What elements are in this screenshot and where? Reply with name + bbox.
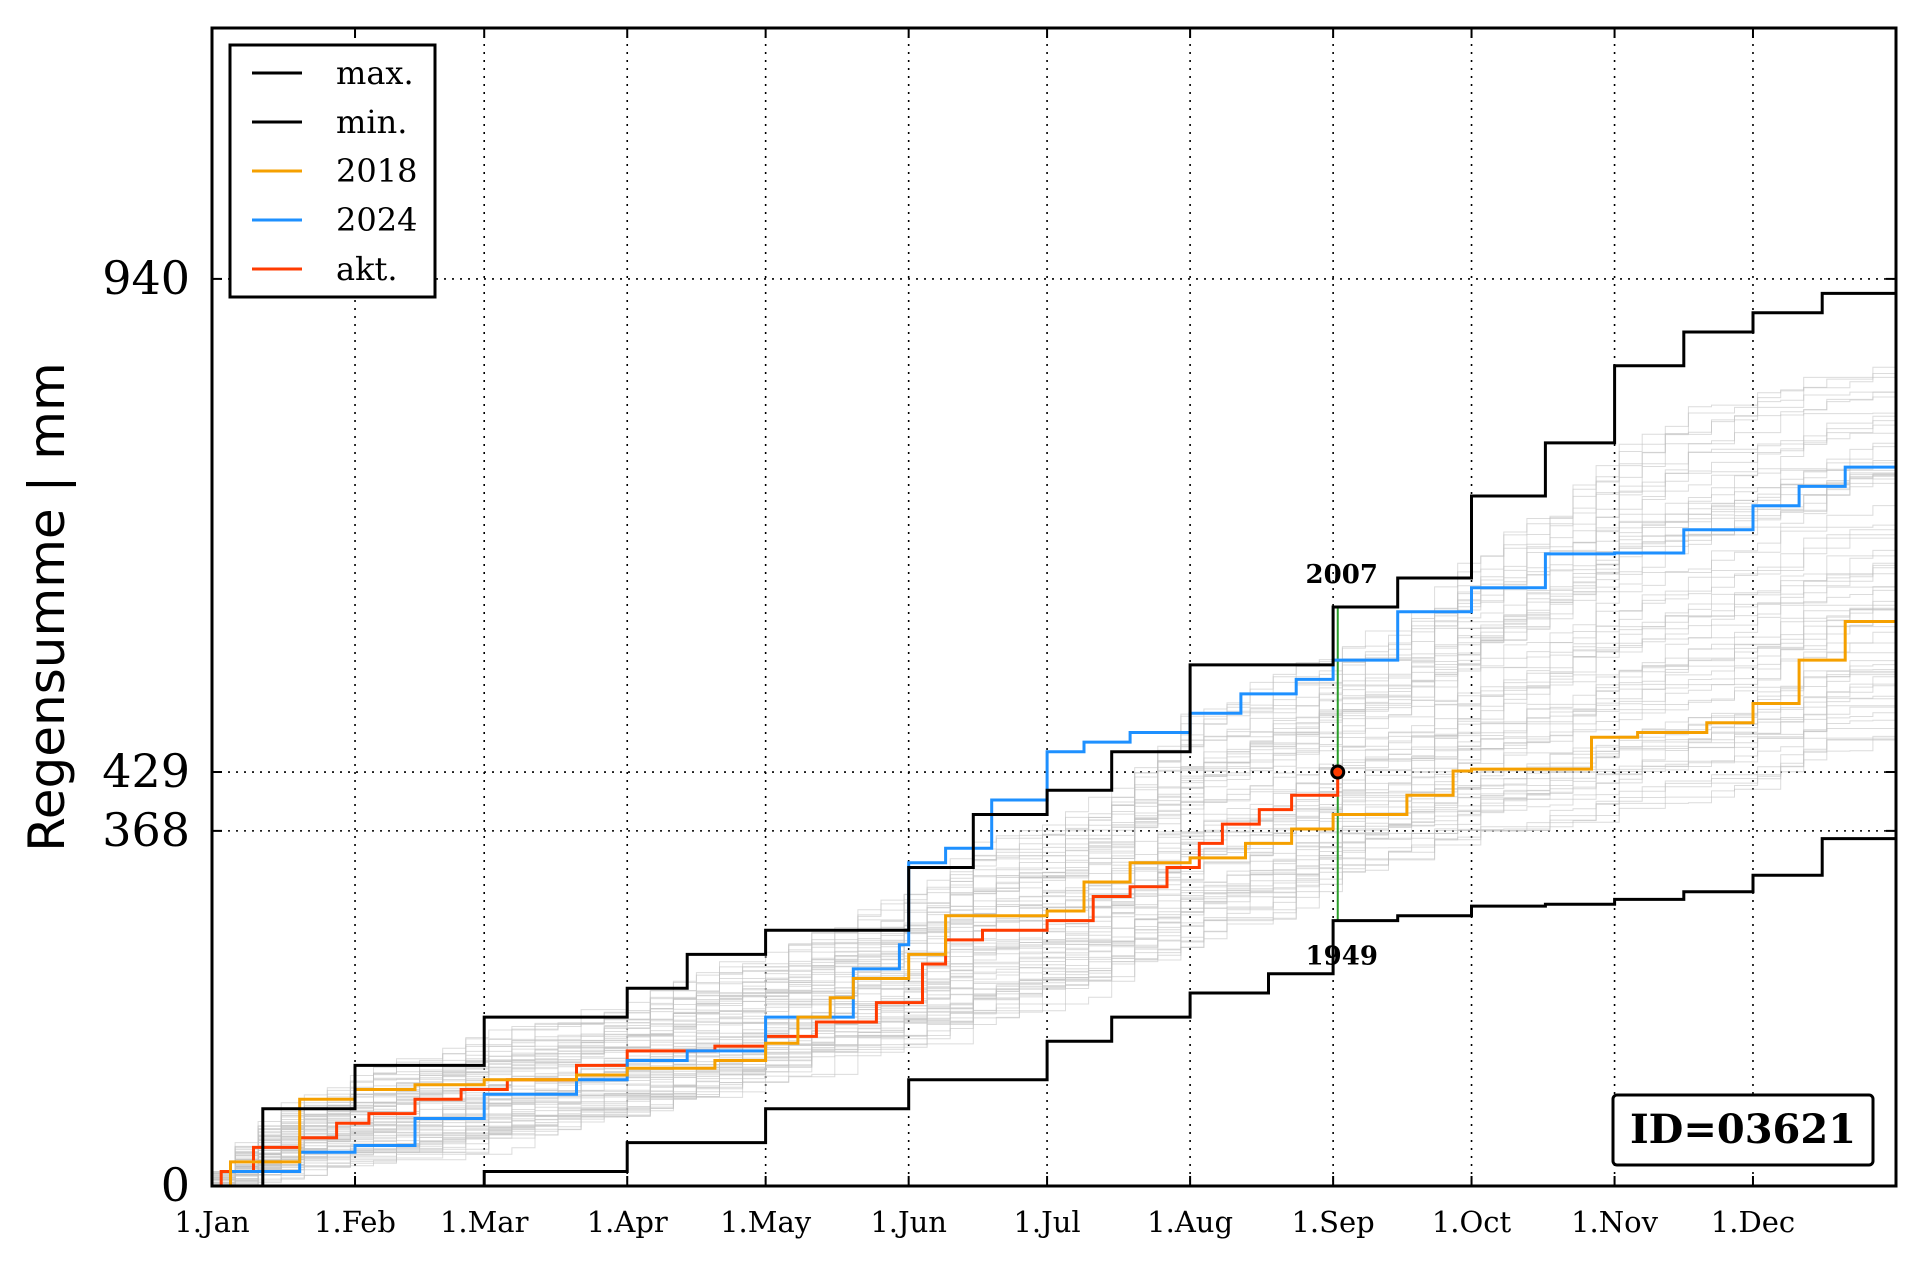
x-tick-label: 1.Mar	[440, 1205, 529, 1239]
x-tick-label: 1.May	[720, 1205, 812, 1239]
series-lines	[212, 278, 1898, 1188]
background-year-line	[212, 415, 1896, 1187]
background-years	[212, 361, 1897, 1187]
legend-label: min.	[336, 103, 407, 141]
y-axis-label: Regensumme | mm	[18, 362, 76, 851]
x-tick-label: 1.Feb	[314, 1205, 396, 1239]
x-tick-label: 1.Jan	[174, 1205, 249, 1239]
y-tick-label: 429	[102, 744, 190, 798]
id-label: ID=03621	[1630, 1106, 1856, 1153]
x-tick-label: 1.Aug	[1147, 1205, 1233, 1239]
series-line-max	[212, 278, 1898, 1188]
grid-lines	[212, 28, 1896, 1186]
x-axis: 1.Jan 1.Feb 1.Mar 1.Apr 1.May 1.Jun 1.Jul 1.Aug…	[174, 28, 1795, 1239]
background-year-line	[212, 457, 1897, 1187]
legend: max. min. 2018 2024 akt.	[228, 43, 437, 299]
background-year-line	[212, 465, 1897, 1187]
background-year-line	[212, 728, 1896, 1187]
background-year-line	[212, 384, 1897, 1183]
background-year-line	[212, 600, 1896, 1178]
background-year-line	[212, 373, 1896, 1181]
x-tick-label: 1.Dec	[1711, 1205, 1795, 1239]
x-tick-label: 1.Oct	[1432, 1205, 1512, 1239]
background-year-line	[212, 361, 1897, 1187]
current-point-marker	[1330, 764, 1346, 780]
background-year-line	[212, 482, 1896, 1176]
background-year-line	[212, 573, 1897, 1186]
y-tick-label: 0	[161, 1158, 190, 1212]
annotation-label: 2007	[1306, 560, 1378, 590]
background-year-line	[212, 609, 1897, 1187]
annotation-label: 1949	[1306, 942, 1378, 972]
legend-label: max.	[336, 54, 414, 92]
y-tick-label: 368	[102, 803, 190, 857]
plot-frame	[210, 26, 1898, 1188]
background-year-line	[212, 522, 1897, 1187]
series-line-min	[212, 830, 1898, 1188]
current-point	[1330, 764, 1346, 780]
background-year-line	[212, 567, 1896, 1174]
x-tick-label: 1.Jun	[870, 1205, 947, 1239]
legend-label: 2018	[336, 152, 417, 190]
x-tick-label: 1.Sep	[1291, 1205, 1374, 1239]
legend-label: 2024	[336, 201, 417, 239]
background-year-line	[212, 672, 1896, 1173]
series-line-2018	[212, 607, 1898, 1188]
series-line-akt	[212, 772, 1340, 1188]
background-year-line	[212, 717, 1897, 1187]
background-year-line	[212, 709, 1897, 1180]
id-box: ID=03621	[1611, 1093, 1875, 1167]
background-year-line	[212, 366, 1896, 1174]
background-year-line	[212, 448, 1897, 1187]
annotations: 2007 1949	[1306, 560, 1378, 972]
x-tick-label: 1.Apr	[587, 1205, 668, 1239]
legend-label: akt.	[336, 250, 398, 288]
id-box-frame	[1611, 1093, 1875, 1167]
background-year-line	[212, 734, 1897, 1184]
x-tick-label: 1.Jul	[1013, 1205, 1080, 1239]
x-tick-label: 1.Nov	[1571, 1205, 1659, 1239]
y-tick-label: 940	[102, 251, 190, 305]
series-line-2024	[212, 465, 1898, 1188]
background-year-line	[212, 453, 1897, 1183]
